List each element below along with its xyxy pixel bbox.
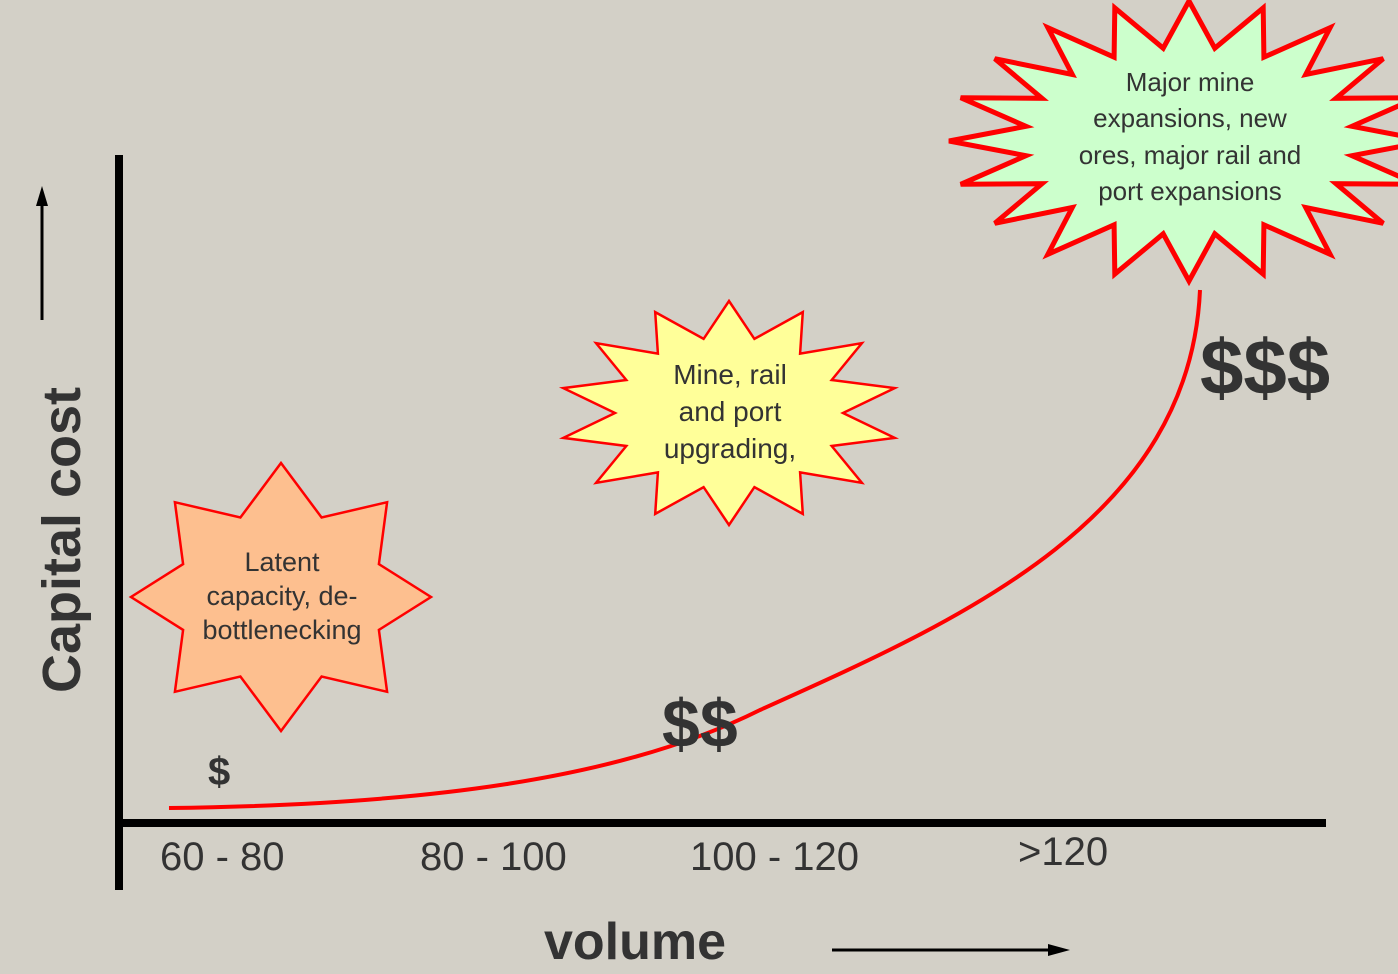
cost-curve bbox=[168, 289, 1202, 810]
x-arrow-head-icon bbox=[1048, 944, 1070, 956]
latent-line-1: Latent bbox=[244, 547, 320, 577]
tick-label-1: 60 - 80 bbox=[160, 835, 285, 879]
latent-capacity-text: Latent capacity, de- bottlenecking bbox=[172, 546, 392, 647]
x-axis-label: volume bbox=[544, 913, 727, 971]
upgrade-line-1: Mine, rail bbox=[673, 359, 787, 390]
major-expansion-text: Major mine expansions, new ores, major r… bbox=[1030, 64, 1350, 210]
upgrading-burst bbox=[558, 298, 900, 528]
upgrading-text: Mine, rail and port upgrading, bbox=[610, 356, 850, 468]
major-line-1: Major mine bbox=[1125, 67, 1255, 97]
upgrade-line-3: upgrading, bbox=[663, 433, 797, 465]
major-line-2: expansions, new bbox=[1093, 103, 1287, 134]
y-axis-label: Capital cost bbox=[32, 386, 92, 694]
upgrade-line-2: and port bbox=[678, 396, 782, 428]
latent-line-2: capacity, de- bbox=[206, 580, 358, 611]
tick-label-2: 80 - 100 bbox=[420, 835, 567, 879]
cost-symbol-high: $$$ bbox=[1200, 323, 1331, 411]
tick-label-3: 100 - 120 bbox=[690, 835, 860, 879]
cost-symbol-mid: $$ bbox=[662, 686, 738, 762]
major-expansion-burst bbox=[948, 0, 1398, 287]
tick-label-4: >120 bbox=[1018, 830, 1109, 874]
y-arrow-head-icon bbox=[36, 186, 48, 206]
latent-line-3: bottlenecking bbox=[202, 614, 362, 645]
major-line-4: port expansions bbox=[1098, 176, 1282, 207]
latent-capacity-burst bbox=[128, 460, 434, 734]
cost-symbol-low: $ bbox=[208, 750, 231, 794]
major-line-3: ores, major rail and bbox=[1078, 139, 1302, 170]
